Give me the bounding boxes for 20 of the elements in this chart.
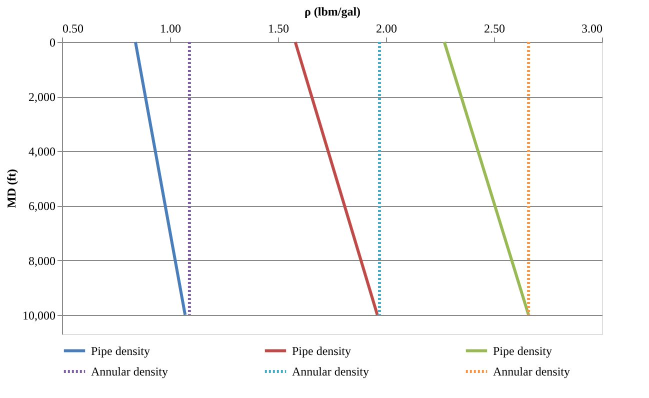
legend-label: Pipe density bbox=[493, 344, 552, 358]
y-tick-label: 8,000 bbox=[28, 254, 56, 268]
legend-label: Annular density bbox=[91, 364, 168, 378]
x-tick-label: 0.50 bbox=[62, 22, 84, 36]
x-tick-label: 3.00 bbox=[582, 22, 602, 36]
y-axis-title: MD (ft) bbox=[4, 169, 18, 208]
x-tick-label: 1.50 bbox=[268, 22, 289, 36]
y-tick-label: 2,000 bbox=[28, 90, 56, 104]
legend-label: Annular density bbox=[493, 364, 570, 378]
legend-label: Annular density bbox=[292, 364, 369, 378]
y-tick-label: 6,000 bbox=[28, 199, 56, 214]
y-tick-label: 4,000 bbox=[28, 144, 56, 159]
legend-label: Pipe density bbox=[292, 344, 351, 358]
y-tick-label: 10,000 bbox=[22, 308, 56, 322]
x-tick-label: 2.00 bbox=[376, 22, 397, 36]
x-tick-label: 1.00 bbox=[160, 22, 181, 36]
y-tick-label: 0 bbox=[50, 36, 56, 50]
x-axis-title: ρ (lbm/gal) bbox=[304, 4, 361, 18]
x-tick-label: 2.50 bbox=[484, 22, 505, 36]
legend-label: Pipe density bbox=[91, 344, 150, 358]
